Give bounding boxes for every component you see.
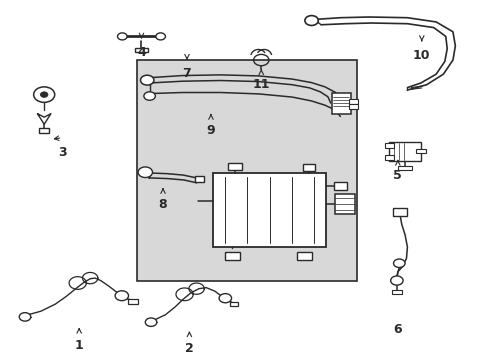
Circle shape [117, 33, 127, 40]
Circle shape [390, 276, 402, 285]
Bar [296, 252, 311, 260]
Text: 8: 8 [159, 198, 167, 211]
Circle shape [138, 167, 152, 177]
Bar [385, 155, 393, 160]
Bar [331, 93, 350, 114]
Bar [128, 299, 137, 304]
Bar [391, 290, 401, 294]
Bar [224, 252, 240, 260]
Bar [392, 208, 407, 216]
Bar [229, 302, 238, 306]
Circle shape [143, 92, 155, 100]
Bar [40, 129, 49, 133]
Bar [194, 176, 204, 182]
Circle shape [156, 33, 165, 40]
Text: 11: 11 [252, 78, 269, 91]
Bar [415, 149, 425, 153]
Text: 6: 6 [393, 323, 401, 336]
Bar [333, 183, 346, 190]
Text: 10: 10 [412, 49, 429, 63]
Bar [349, 99, 357, 104]
Bar [349, 104, 357, 109]
Bar [397, 166, 411, 170]
Bar [334, 194, 354, 214]
Bar [137, 60, 356, 280]
Bar [385, 143, 393, 148]
Circle shape [304, 15, 318, 26]
Text: 1: 1 [75, 339, 83, 352]
Text: 3: 3 [58, 147, 66, 159]
Circle shape [219, 294, 231, 303]
Text: 9: 9 [206, 123, 215, 136]
Bar [303, 165, 315, 171]
Circle shape [41, 92, 48, 98]
Text: 5: 5 [393, 170, 402, 183]
Text: 4: 4 [137, 46, 145, 59]
Bar [135, 48, 148, 52]
Circle shape [145, 318, 157, 327]
Circle shape [115, 291, 128, 301]
Circle shape [393, 259, 404, 267]
Bar [388, 142, 420, 162]
Text: 2: 2 [184, 342, 193, 355]
Circle shape [19, 312, 31, 321]
Text: 7: 7 [182, 67, 191, 80]
Circle shape [140, 75, 154, 85]
Bar [228, 163, 241, 171]
Bar [213, 173, 325, 247]
